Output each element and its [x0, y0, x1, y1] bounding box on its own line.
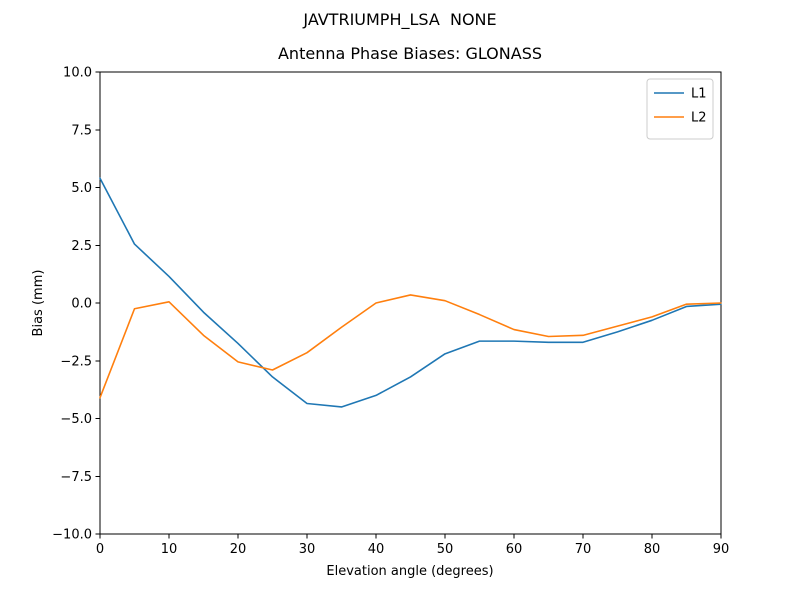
x-tick-label: 80 — [644, 542, 661, 557]
axes-frame — [99, 71, 722, 535]
x-tick-label: 60 — [506, 542, 523, 557]
x-tick-label: 0 — [96, 542, 104, 557]
plot-area: 0 10 20 30 40 50 60 70 80 90 −10.0 −7.5 −5.0 −2.5 0.0 2… — [52, 66, 729, 558]
y-tick-label: 5.0 — [71, 181, 92, 196]
figure-title: JAVTRIUMPH_LSA NONE — [302, 10, 496, 30]
legend-label-L1: L1 — [691, 87, 707, 102]
axes-title: Antenna Phase Biases: GLONASS — [278, 44, 542, 63]
y-tick-label: −10.0 — [52, 528, 92, 543]
series-line-L1 — [99, 177, 722, 408]
x-tick-label: 90 — [713, 542, 730, 557]
y-axis-label: Bias (mm) — [31, 270, 46, 337]
y-tick-label: 10.0 — [63, 66, 92, 81]
legend-box — [646, 78, 714, 140]
y-tick-label: −2.5 — [60, 354, 92, 369]
x-tick-label: 50 — [437, 542, 454, 557]
y-tick-label: 2.5 — [71, 239, 92, 254]
series-line-L2 — [99, 294, 722, 399]
x-tick-label: 30 — [299, 542, 316, 557]
x-tick-label: 10 — [161, 542, 178, 557]
x-tick-label: 40 — [368, 542, 385, 557]
legend-label-L2: L2 — [691, 111, 707, 126]
y-tick-label: −5.0 — [60, 412, 92, 427]
y-tick-label: 0.0 — [71, 297, 92, 312]
x-tick-label: 20 — [230, 542, 247, 557]
x-tick-label: 70 — [575, 542, 592, 557]
x-axis-label: Elevation angle (degrees) — [326, 564, 493, 579]
y-tick-label: −7.5 — [60, 470, 92, 485]
y-tick-label: 7.5 — [71, 123, 92, 138]
